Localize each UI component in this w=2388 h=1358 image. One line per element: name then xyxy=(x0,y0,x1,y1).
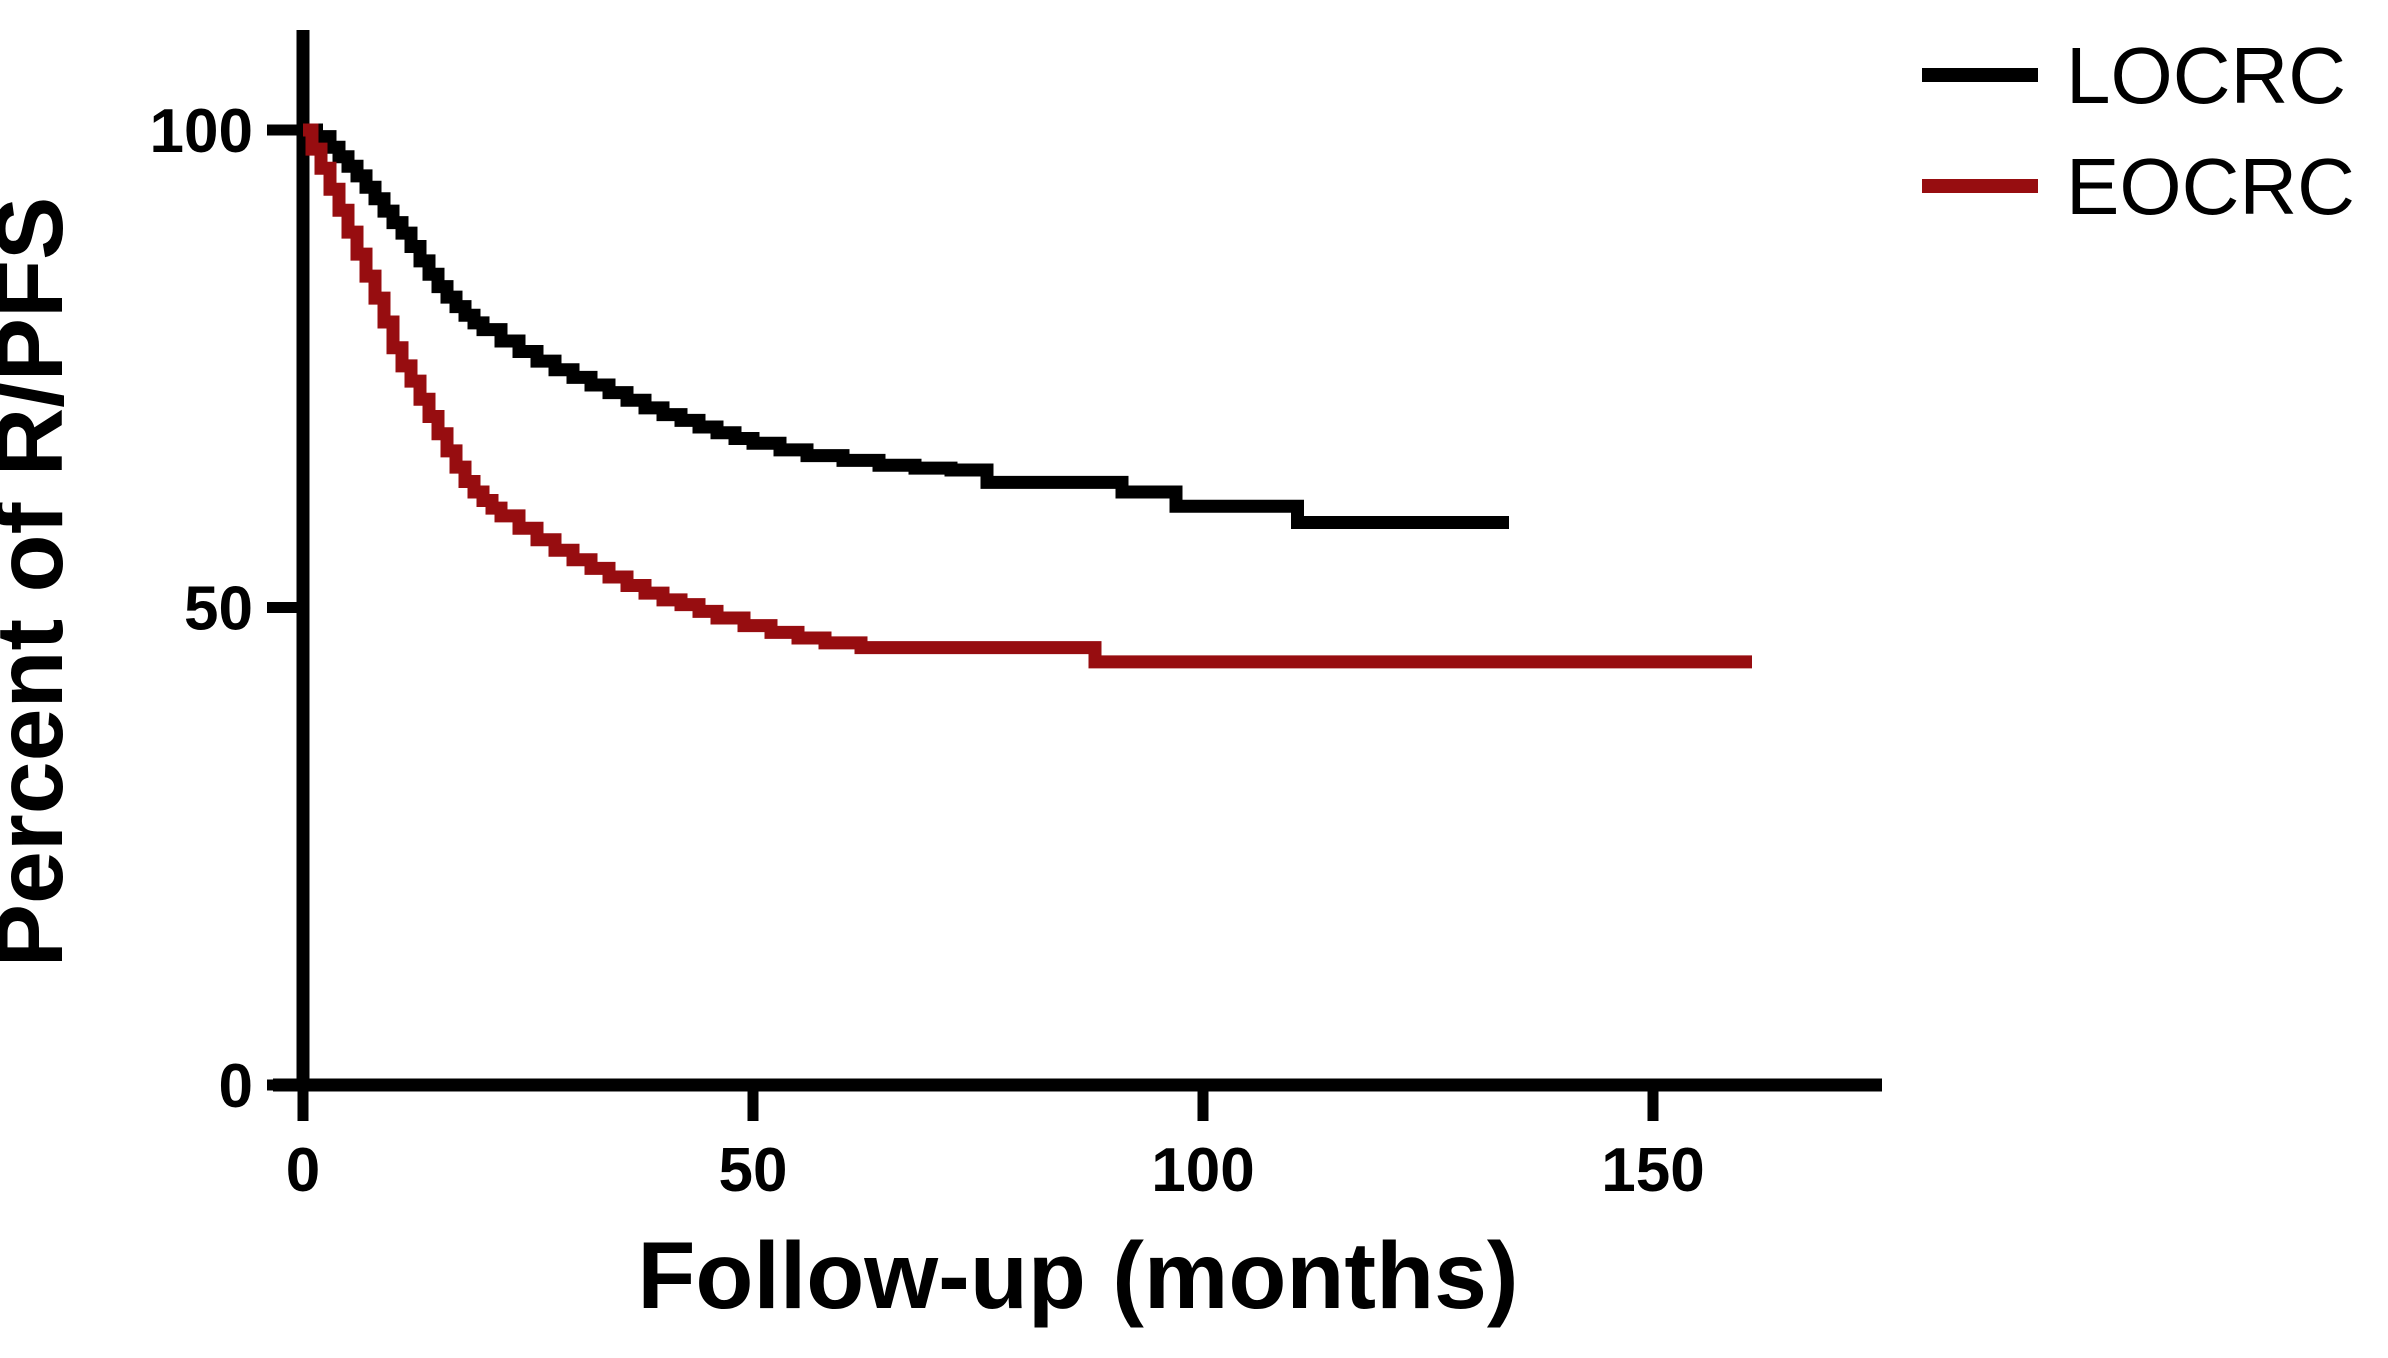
y-tick-label: 50 xyxy=(184,575,253,644)
curve-locrc xyxy=(303,123,1509,530)
survival-curves xyxy=(303,123,1752,669)
x-tick-label: 50 xyxy=(719,1136,788,1205)
y-tick-label: 100 xyxy=(150,97,253,166)
x-tick-label: 0 xyxy=(286,1136,320,1205)
legend-label-locrc: LOCRC xyxy=(2066,31,2346,120)
y-tick-label: 0 xyxy=(219,1052,253,1121)
x-tick-label: 100 xyxy=(1151,1136,1254,1205)
x-tick-label: 150 xyxy=(1601,1136,1704,1205)
axis-ticks: 0 50 100 0 50 100 150 xyxy=(150,97,1705,1205)
curve-eocrc xyxy=(303,123,1752,669)
legend-label-eocrc: EOCRC xyxy=(2066,142,2355,231)
x-axis-title: Follow-up (months) xyxy=(637,1223,1518,1329)
y-axis-title: Percent of R/PFS xyxy=(0,197,83,968)
legend: LOCRC EOCRC xyxy=(1922,31,2355,231)
